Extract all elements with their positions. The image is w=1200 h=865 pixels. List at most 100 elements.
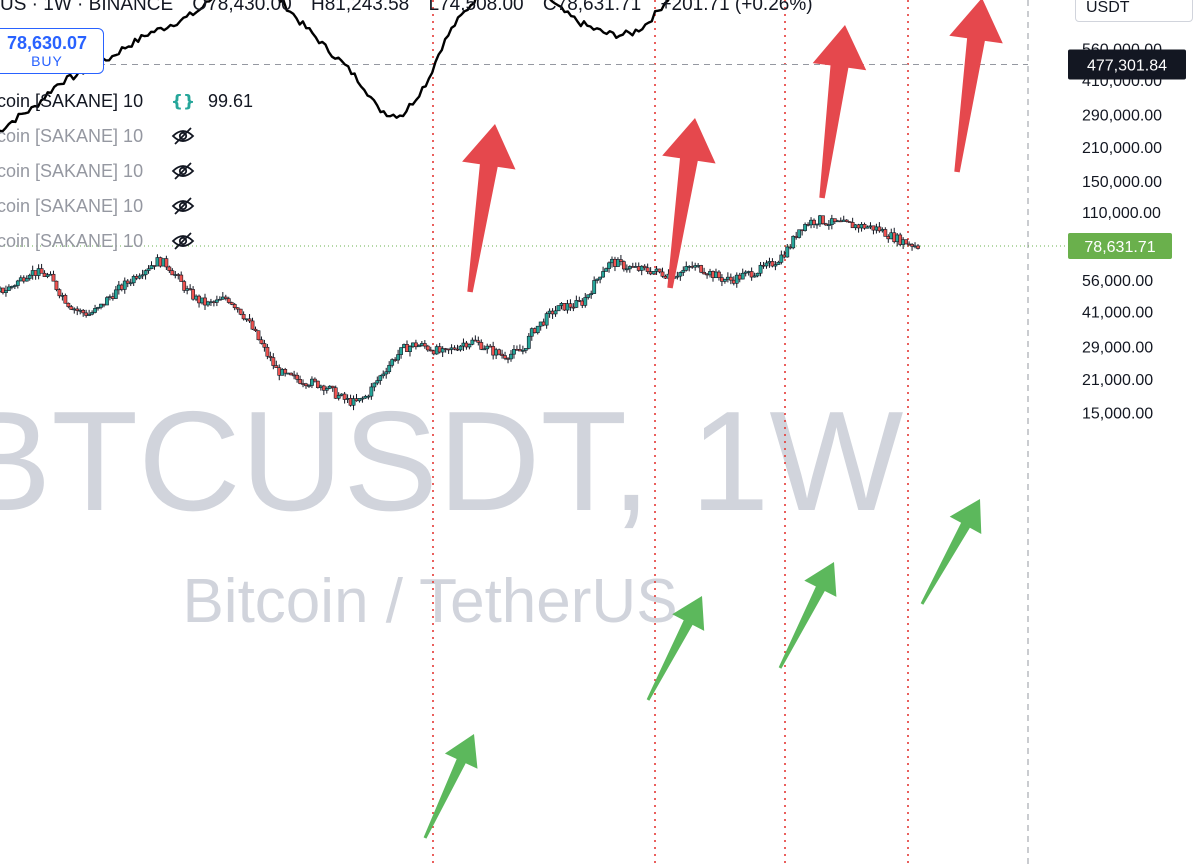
- watermark-subtitle: Bitcoin / TetherUS: [182, 567, 677, 636]
- indicator-row-2[interactable]: tcoin [SAKANE] 10: [0, 121, 208, 151]
- candle: [167, 265, 172, 274]
- candle: [7, 284, 11, 291]
- candle: [128, 278, 133, 287]
- candle: [170, 268, 175, 276]
- indicator-row-5[interactable]: tcoin [SAKANE] 10: [0, 226, 208, 256]
- price-axis[interactable]: [1029, 0, 1200, 865]
- candle: [105, 295, 109, 306]
- candle: [315, 380, 320, 389]
- candle: [589, 290, 594, 299]
- y-tick-label: 150,000.00: [1082, 174, 1162, 191]
- y-tick-label: 29,000.00: [1082, 339, 1153, 356]
- candle: [535, 325, 540, 335]
- candle: [51, 270, 56, 282]
- candle: [256, 330, 261, 341]
- candle: [645, 263, 650, 275]
- candle: [568, 299, 573, 311]
- candle: [467, 343, 472, 350]
- candle: [740, 268, 745, 280]
- candle: [722, 278, 727, 284]
- candle: [598, 276, 603, 284]
- eye-off-icon[interactable]: [170, 158, 196, 184]
- candle: [883, 227, 888, 237]
- candle: [87, 309, 92, 317]
- crosshair-label: 477,301.84: [1087, 57, 1167, 74]
- curly-braces-icon[interactable]: {}: [170, 88, 196, 114]
- indicator-name: tcoin [SAKANE] 10: [0, 160, 144, 181]
- candle: [191, 286, 196, 301]
- candle: [15, 279, 20, 289]
- candle: [179, 271, 184, 282]
- candle: [313, 377, 317, 383]
- candle: [797, 229, 802, 239]
- candle: [512, 345, 516, 359]
- candle: [188, 284, 193, 291]
- candle: [238, 308, 243, 316]
- candle: [717, 270, 721, 281]
- buy-button[interactable]: 78,630.07 BUY: [0, 28, 104, 74]
- candle: [776, 260, 781, 265]
- eye-off-icon[interactable]: [170, 123, 196, 149]
- candle: [304, 382, 308, 389]
- y-tick-label: 290,000.00: [1082, 108, 1162, 125]
- candle: [785, 244, 790, 258]
- candle: [601, 266, 605, 278]
- indicator-row-3[interactable]: tcoin [SAKANE] 10: [0, 156, 208, 186]
- candle: [336, 392, 341, 401]
- y-tick-label: 110,000.00: [1082, 205, 1161, 222]
- eye-off-icon[interactable]: [170, 193, 196, 219]
- candle: [728, 273, 733, 285]
- y-tick-label: 41,000.00: [1082, 304, 1153, 321]
- indicator-row-1[interactable]: tcoin [SAKANE] 10 {} 99.61: [0, 86, 253, 116]
- candle: [27, 273, 32, 281]
- candle: [773, 261, 778, 271]
- watermark-title: BTCUSDT, 1W: [0, 382, 903, 541]
- candle: [9, 285, 14, 290]
- candle: [241, 311, 246, 321]
- candle: [387, 361, 392, 374]
- candle: [12, 284, 17, 290]
- candle: [556, 305, 561, 312]
- candle: [66, 302, 71, 309]
- candle: [360, 396, 365, 403]
- indicator-name: tcoin [SAKANE] 10: [0, 125, 144, 146]
- indicator-line: [0, 0, 670, 133]
- candle: [592, 276, 597, 294]
- candle: [553, 306, 558, 317]
- candle: [295, 372, 299, 383]
- candle: [99, 303, 103, 310]
- candle: [770, 258, 775, 268]
- candle: [764, 260, 769, 269]
- red-up-arrow: [812, 25, 867, 199]
- eye-off-icon[interactable]: [170, 228, 196, 254]
- indicator-row-4[interactable]: tcoin [SAKANE] 10: [0, 191, 208, 221]
- candle: [330, 385, 335, 392]
- green-up-arrow: [920, 499, 982, 605]
- candle: [619, 254, 623, 266]
- candle: [523, 348, 528, 354]
- candle: [333, 385, 338, 399]
- candle: [131, 274, 136, 286]
- candle: [351, 395, 356, 411]
- candle: [93, 304, 97, 314]
- candle: [247, 314, 252, 323]
- buy-label: BUY: [31, 53, 63, 69]
- high-value: H81,243.58: [311, 0, 410, 15]
- symbol-info[interactable]: US · 1W · BINANCE: [0, 0, 174, 15]
- candle: [369, 383, 374, 400]
- candle: [877, 222, 882, 233]
- candle: [63, 293, 68, 304]
- candle: [262, 339, 267, 352]
- candle: [616, 257, 620, 267]
- candle: [824, 222, 828, 226]
- candle: [232, 302, 237, 311]
- candle: [844, 219, 849, 223]
- candle: [182, 279, 187, 293]
- currency-selector[interactable]: USDT: [1075, 0, 1193, 22]
- candle: [458, 345, 463, 352]
- candle: [916, 244, 920, 250]
- candle: [607, 261, 611, 273]
- candle: [203, 293, 207, 310]
- candle: [639, 265, 644, 276]
